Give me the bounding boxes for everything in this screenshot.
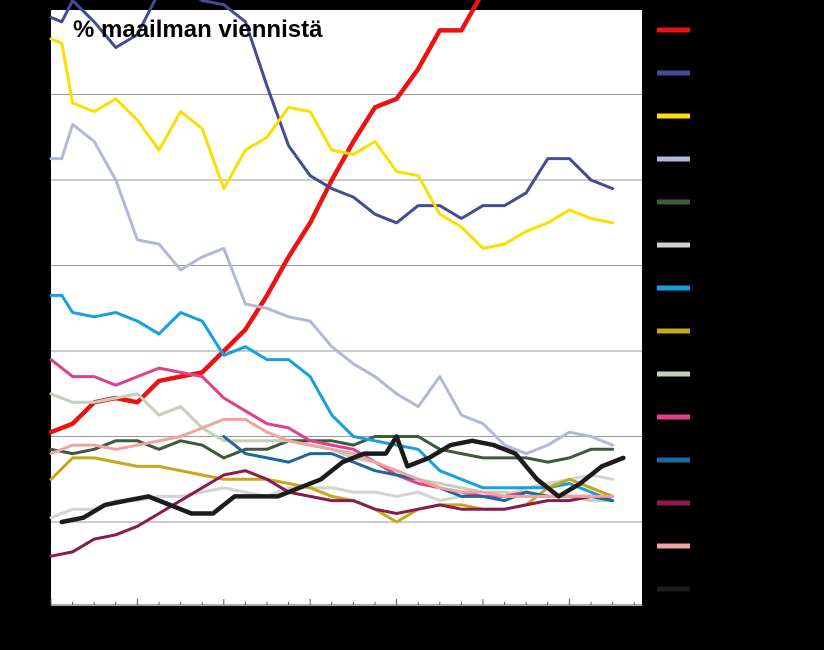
series-lines <box>48 0 626 558</box>
series-line-7 <box>49 293 615 503</box>
series-line-12 <box>49 469 615 558</box>
series-line-4 <box>49 122 615 456</box>
plot-background <box>51 10 642 606</box>
series-line-2 <box>49 0 615 225</box>
grid-lines <box>51 94 642 523</box>
chart-title: % maailman viennistä <box>73 16 323 43</box>
series-line-1 <box>48 0 482 435</box>
series-line-3 <box>49 37 615 250</box>
series-line-13 <box>49 417 615 498</box>
x-axis <box>50 599 642 606</box>
series-line-14 <box>59 434 626 525</box>
legend <box>657 27 690 592</box>
